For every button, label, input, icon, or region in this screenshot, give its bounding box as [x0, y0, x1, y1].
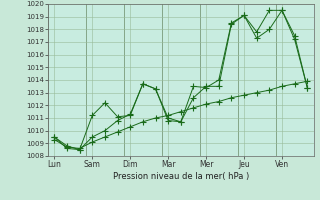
X-axis label: Pression niveau de la mer( hPa ): Pression niveau de la mer( hPa )	[113, 172, 249, 181]
